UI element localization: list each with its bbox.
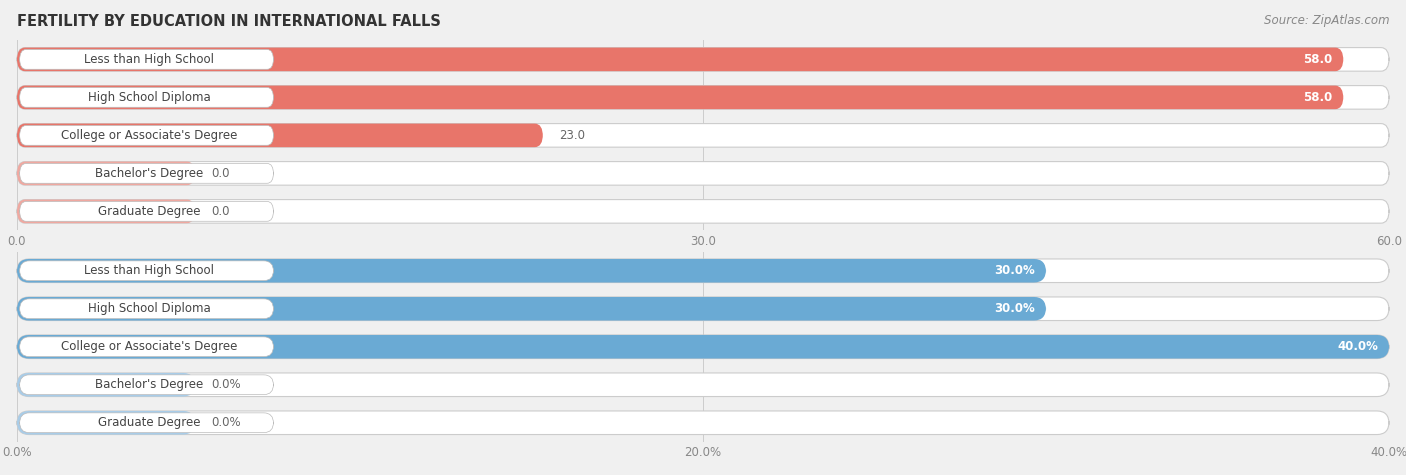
- FancyBboxPatch shape: [17, 259, 1046, 283]
- Text: 0.0: 0.0: [212, 167, 231, 180]
- Text: 0.0%: 0.0%: [212, 378, 242, 391]
- Text: Graduate Degree: Graduate Degree: [98, 205, 201, 218]
- Text: 0.0: 0.0: [212, 205, 231, 218]
- Text: FERTILITY BY EDUCATION IN INTERNATIONAL FALLS: FERTILITY BY EDUCATION IN INTERNATIONAL …: [17, 14, 440, 29]
- Text: High School Diploma: High School Diploma: [89, 91, 211, 104]
- FancyBboxPatch shape: [17, 86, 1343, 109]
- FancyBboxPatch shape: [20, 87, 274, 107]
- FancyBboxPatch shape: [17, 200, 1389, 223]
- FancyBboxPatch shape: [17, 86, 1389, 109]
- Text: 40.0%: 40.0%: [1337, 340, 1378, 353]
- FancyBboxPatch shape: [17, 373, 1389, 397]
- FancyBboxPatch shape: [17, 373, 195, 397]
- FancyBboxPatch shape: [20, 163, 274, 183]
- FancyBboxPatch shape: [17, 48, 1389, 71]
- Text: College or Associate's Degree: College or Associate's Degree: [60, 129, 238, 142]
- FancyBboxPatch shape: [20, 413, 274, 433]
- FancyBboxPatch shape: [17, 259, 1389, 283]
- FancyBboxPatch shape: [20, 299, 274, 319]
- FancyBboxPatch shape: [17, 200, 195, 223]
- Text: 58.0: 58.0: [1303, 53, 1333, 66]
- Text: 30.0%: 30.0%: [994, 302, 1035, 315]
- FancyBboxPatch shape: [20, 375, 274, 395]
- FancyBboxPatch shape: [17, 335, 1389, 359]
- FancyBboxPatch shape: [20, 49, 274, 69]
- Text: Less than High School: Less than High School: [84, 53, 214, 66]
- FancyBboxPatch shape: [17, 162, 1389, 185]
- Text: High School Diploma: High School Diploma: [89, 302, 211, 315]
- FancyBboxPatch shape: [17, 411, 1389, 435]
- FancyBboxPatch shape: [20, 337, 274, 357]
- Text: Source: ZipAtlas.com: Source: ZipAtlas.com: [1264, 14, 1389, 27]
- FancyBboxPatch shape: [17, 124, 543, 147]
- FancyBboxPatch shape: [20, 125, 274, 145]
- FancyBboxPatch shape: [20, 201, 274, 221]
- FancyBboxPatch shape: [17, 297, 1389, 321]
- FancyBboxPatch shape: [20, 261, 274, 281]
- Text: Less than High School: Less than High School: [84, 264, 214, 277]
- Text: Graduate Degree: Graduate Degree: [98, 416, 201, 429]
- Text: 23.0: 23.0: [560, 129, 585, 142]
- Text: 30.0%: 30.0%: [994, 264, 1035, 277]
- FancyBboxPatch shape: [17, 124, 1389, 147]
- FancyBboxPatch shape: [17, 335, 1389, 359]
- Text: 58.0: 58.0: [1303, 91, 1333, 104]
- FancyBboxPatch shape: [17, 48, 1343, 71]
- Text: Bachelor's Degree: Bachelor's Degree: [96, 167, 204, 180]
- FancyBboxPatch shape: [17, 411, 195, 435]
- FancyBboxPatch shape: [17, 297, 1046, 321]
- FancyBboxPatch shape: [17, 162, 195, 185]
- Text: Bachelor's Degree: Bachelor's Degree: [96, 378, 204, 391]
- Text: College or Associate's Degree: College or Associate's Degree: [60, 340, 238, 353]
- Text: 0.0%: 0.0%: [212, 416, 242, 429]
